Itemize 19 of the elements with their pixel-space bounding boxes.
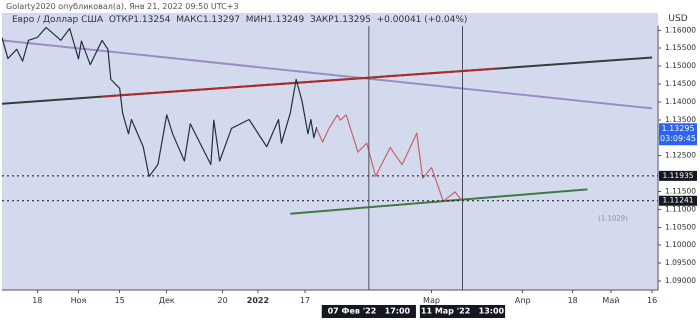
x-tick-label: 17 bbox=[300, 296, 310, 305]
x-tick-label: Апр bbox=[514, 296, 531, 305]
ref-line-label: 11 Мар '22 13:00 bbox=[420, 306, 505, 316]
x-tick-label: 18 bbox=[568, 296, 578, 305]
x-tick-label: Май bbox=[602, 296, 620, 305]
x-tick-label: 15 bbox=[114, 296, 125, 305]
x-tick-label: Ноя bbox=[70, 296, 87, 305]
x-tick-label: 18 bbox=[32, 296, 42, 305]
x-tick-label: 2022 bbox=[246, 296, 270, 305]
text: 03:09:45 bbox=[660, 134, 696, 143]
text: 1.13295 bbox=[661, 124, 695, 133]
chart-subtitle: Евро / Доллар США ОТКР1.13254 МАКС1.13297 МИН1.13249 ЗАКР1.13295 +0.00041 (+0.04%) bbox=[12, 14, 468, 25]
x-tick-label: Дек bbox=[158, 296, 175, 305]
chart-title: Golarty2020 опубликовал(а), Янв 21, 2022 09:50 UTC+3 bbox=[5, 1, 240, 13]
ref-line-label: 07 Фев '22 17:00 bbox=[328, 306, 411, 316]
x-tick-label: 16 bbox=[647, 296, 658, 305]
x-tick-label: Мар bbox=[423, 296, 440, 305]
x-tick-label: 20 bbox=[218, 296, 228, 305]
y-axis-title: USD bbox=[668, 14, 688, 24]
